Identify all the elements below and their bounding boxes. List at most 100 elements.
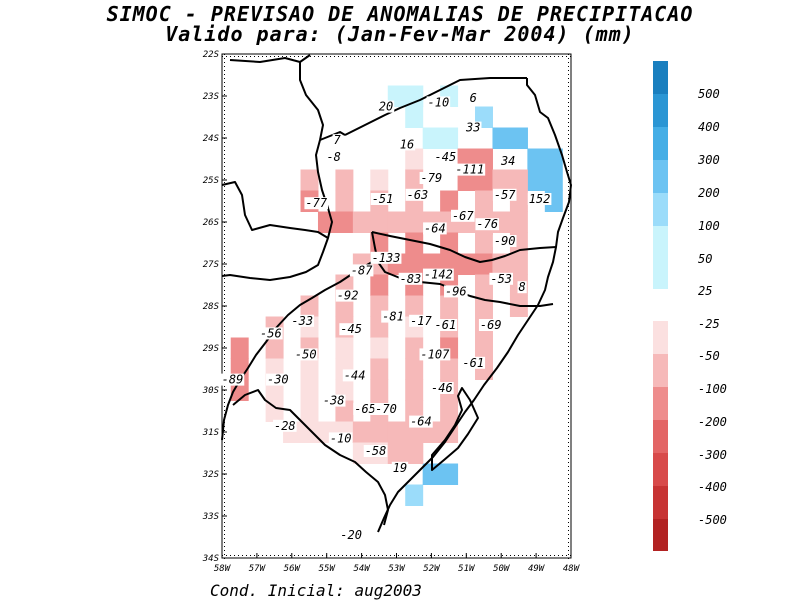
frame-dot [224, 274, 225, 275]
anomaly-value: -45 [435, 150, 457, 164]
frame-dot [224, 350, 225, 351]
frame-dot [224, 438, 225, 439]
frame-dot [426, 56, 427, 57]
anomaly-value: -10 [330, 431, 352, 445]
frame-dot [238, 555, 239, 556]
frame-dot [568, 186, 569, 187]
frame-dot [568, 82, 569, 83]
frame-dot [450, 56, 451, 57]
frame-dot [568, 290, 569, 291]
frame-dot [568, 370, 569, 371]
anomaly-cell [492, 169, 528, 191]
frame-dot [526, 555, 527, 556]
lon-label: 54W [353, 564, 371, 574]
frame-dot [568, 218, 569, 219]
frame-dot [224, 346, 225, 347]
anomaly-value: -64 [410, 415, 432, 429]
frame-dot [398, 56, 399, 57]
frame-dot [386, 56, 387, 57]
lon-label: 56W [284, 564, 302, 574]
frame-dot [358, 555, 359, 556]
frame-dot [568, 118, 569, 119]
frame-dot [330, 56, 331, 57]
frame-dot [224, 86, 225, 87]
frame-dot [382, 56, 383, 57]
legend-swatch [653, 354, 668, 387]
frame-dot [550, 555, 551, 556]
frame-dot [482, 56, 483, 57]
lat-label: 22S [203, 50, 220, 60]
value-label-bg [339, 323, 363, 336]
frame-dot [538, 555, 539, 556]
value-label-bg [454, 163, 486, 176]
frame-dot [224, 178, 225, 179]
anomaly-cell [475, 232, 493, 254]
frame-dot [318, 555, 319, 556]
frame-dot [224, 78, 225, 79]
anomaly-cell [405, 379, 424, 401]
anomaly-cell [457, 253, 493, 275]
legend-swatch [653, 193, 668, 226]
frame-dot [568, 242, 569, 243]
frame-dot [224, 110, 225, 111]
frame-dot [366, 56, 367, 57]
frame-dot [438, 555, 439, 556]
frame-dot [566, 555, 567, 556]
frame-dot [224, 442, 225, 443]
frame-dot [568, 454, 569, 455]
anomaly-value: -61 [462, 356, 484, 370]
frame-dot [224, 542, 225, 543]
frame-dot [568, 362, 569, 363]
frame-dot [568, 550, 569, 551]
frame-dot [568, 338, 569, 339]
anomaly-cell [300, 295, 319, 317]
frame-dot [224, 334, 225, 335]
frame-dot [224, 230, 225, 231]
frame-dot [546, 56, 547, 57]
value-label-bg [433, 319, 458, 331]
frame-dot [224, 466, 225, 467]
value-label-bg [293, 348, 318, 361]
anomaly-value: -107 [420, 347, 450, 361]
anomaly-cell [352, 421, 389, 443]
frame-dot [490, 555, 491, 556]
frame-dot [234, 555, 235, 556]
anomaly-cell [230, 337, 249, 359]
frame-dot [568, 226, 569, 227]
frame-dot [394, 555, 395, 556]
anomaly-value: 34 [500, 154, 515, 168]
value-label-bg [430, 382, 454, 394]
anomaly-value: -77 [305, 196, 327, 210]
frame-dot [568, 442, 569, 443]
frame-dot [568, 98, 569, 99]
frame-dot [224, 458, 225, 459]
frame-dot [570, 56, 571, 57]
anomaly-cell [405, 106, 424, 128]
frame-dot [402, 56, 403, 57]
lat-label: 31S [202, 428, 220, 438]
frame-dot [568, 222, 569, 223]
frame-dot [568, 286, 569, 287]
value-label-bg [499, 155, 517, 168]
anomaly-value: -61 [435, 318, 457, 332]
frame-dot [224, 462, 225, 463]
frame-dot [322, 555, 323, 556]
legend-swatch [653, 127, 668, 160]
frame-dot [568, 306, 569, 307]
frame-dot [568, 458, 569, 459]
frame-dot [224, 114, 225, 115]
frame-dot [224, 210, 225, 211]
frame-dot [224, 98, 225, 99]
value-label-bg [321, 394, 346, 407]
frame-dot [568, 114, 569, 115]
frame-dot [568, 406, 569, 407]
frame-dot [224, 154, 225, 155]
frame-dot [224, 510, 225, 511]
anomaly-value: -87 [351, 263, 373, 277]
anomaly-cell [370, 379, 389, 401]
frame-dot [568, 134, 569, 135]
frame-dot [224, 338, 225, 339]
frame-dot [262, 555, 263, 556]
frame-dot [358, 56, 359, 57]
frame-dot [454, 555, 455, 556]
